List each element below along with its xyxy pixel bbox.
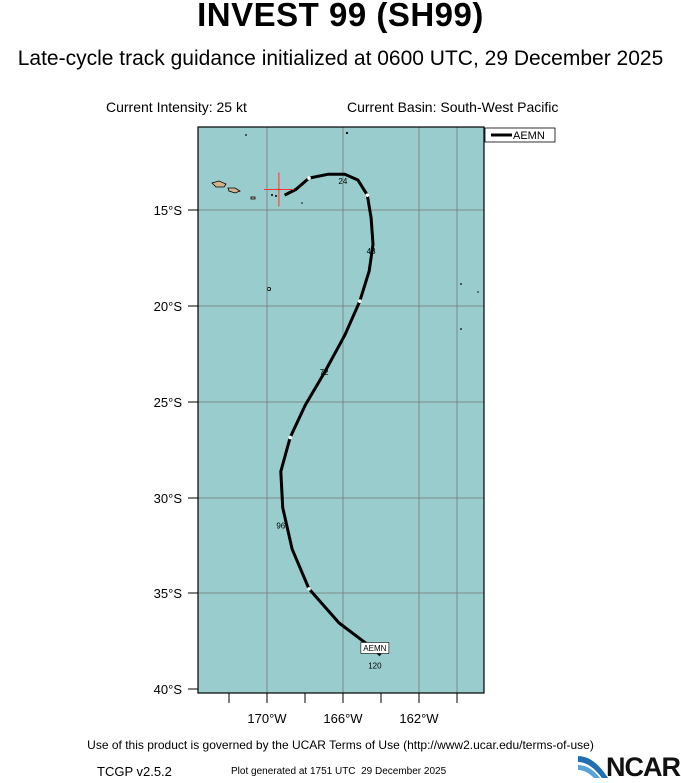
lat-label: 15°S <box>154 203 183 218</box>
lon-label: 170°W <box>247 711 287 726</box>
current-basin: Current Basin: South-West Pacific <box>347 99 559 115</box>
track-tick-mark <box>365 193 370 197</box>
legend-label: AEMN <box>513 130 545 142</box>
ncar-logo-text: NCAR <box>606 752 681 782</box>
track-end-label-text: AEMN <box>363 644 386 653</box>
track-tick-mark <box>358 299 362 303</box>
forecast-hour-label: 48 <box>367 247 376 256</box>
ncar-logo: NCAR <box>576 752 681 782</box>
islet-group <box>245 131 479 330</box>
lat-label: 30°S <box>154 491 183 506</box>
axis-ticks <box>188 209 458 703</box>
islet <box>271 194 273 196</box>
lat-label: 40°S <box>154 682 183 697</box>
lat-label: 35°S <box>154 586 183 601</box>
islet <box>460 328 462 330</box>
page-title: INVEST 99 (SH99) <box>197 0 484 33</box>
forecast-hour-label: 72 <box>320 368 329 377</box>
forecast-hour-label: 120 <box>368 661 382 670</box>
current-intensity: Current Intensity: 25 kt <box>106 99 247 115</box>
terms-of-use: Use of this product is governed by the U… <box>87 738 594 752</box>
island-upolu <box>227 187 241 194</box>
island-group <box>211 180 256 200</box>
island-savaii <box>211 180 227 188</box>
lat-labels: 15°S 20°S 25°S 30°S 35°S 40°S <box>154 203 183 697</box>
legend: AEMN <box>484 127 556 143</box>
generated-label: Plot generated at 1751 UTC 29 December 2… <box>231 766 447 777</box>
islet <box>245 134 247 136</box>
islet <box>345 131 349 135</box>
forecast-hour-label: 96 <box>276 521 285 530</box>
track-line <box>279 172 382 657</box>
lon-label: 162°W <box>399 711 439 726</box>
ocean-area <box>198 127 484 693</box>
lon-label: 166°W <box>323 711 363 726</box>
ncar-swoosh-icon <box>578 756 608 778</box>
track-tick-mark <box>288 435 292 440</box>
page-subtitle: Late-cycle track guidance initialized at… <box>17 47 664 70</box>
track-tick-mark <box>307 176 311 180</box>
lat-label: 25°S <box>154 395 183 410</box>
track-layer: 24 48 72 96 120 AEMN <box>263 172 390 670</box>
current-position-marker <box>263 172 294 207</box>
track-end-label: AEMN <box>360 642 390 654</box>
islet <box>477 291 479 293</box>
map-frame <box>197 126 485 694</box>
legend-box <box>484 127 556 143</box>
grid <box>198 127 484 693</box>
islet <box>301 202 303 204</box>
island-tutuila <box>250 196 256 200</box>
islet <box>460 283 462 285</box>
forecast-hour-label: 24 <box>338 177 347 186</box>
lat-label: 20°S <box>154 299 183 314</box>
lon-labels: 170°W 166°W 162°W <box>247 711 439 726</box>
version-label: TCGP v2.5.2 <box>97 764 172 779</box>
track-end-label-box <box>360 642 390 654</box>
islet <box>275 195 277 197</box>
track-tick-mark <box>307 587 311 591</box>
